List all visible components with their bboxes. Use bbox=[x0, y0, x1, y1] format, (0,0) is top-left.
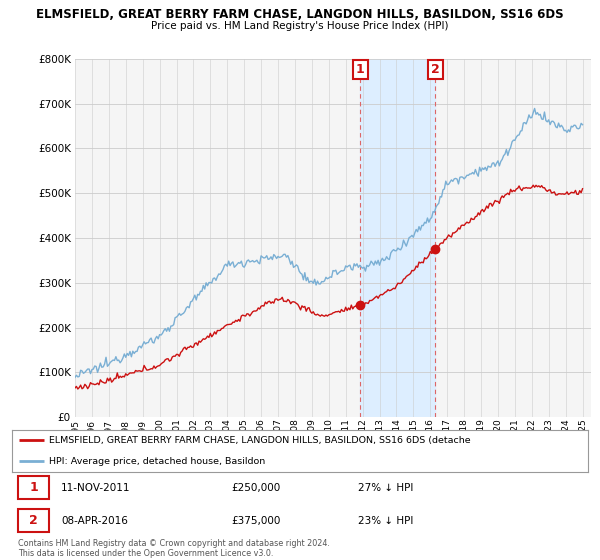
Text: 2: 2 bbox=[29, 514, 38, 527]
FancyBboxPatch shape bbox=[18, 476, 49, 500]
Text: ELMSFIELD, GREAT BERRY FARM CHASE, LANGDON HILLS, BASILDON, SS16 6DS (detache: ELMSFIELD, GREAT BERRY FARM CHASE, LANGD… bbox=[49, 436, 471, 445]
Text: HPI: Average price, detached house, Basildon: HPI: Average price, detached house, Basi… bbox=[49, 456, 266, 465]
Bar bbox=[361, 59, 436, 417]
Text: 1: 1 bbox=[356, 63, 365, 76]
Text: Contains HM Land Registry data © Crown copyright and database right 2024.
This d: Contains HM Land Registry data © Crown c… bbox=[18, 539, 330, 558]
Text: 27% ↓ HPI: 27% ↓ HPI bbox=[358, 483, 413, 493]
Text: ELMSFIELD, GREAT BERRY FARM CHASE, LANGDON HILLS, BASILDON, SS16 6DS: ELMSFIELD, GREAT BERRY FARM CHASE, LANGD… bbox=[36, 8, 564, 21]
Text: 23% ↓ HPI: 23% ↓ HPI bbox=[358, 516, 413, 526]
Text: 11-NOV-2011: 11-NOV-2011 bbox=[61, 483, 130, 493]
Text: 1: 1 bbox=[29, 481, 38, 494]
Text: 08-APR-2016: 08-APR-2016 bbox=[61, 516, 128, 526]
Text: £375,000: £375,000 bbox=[231, 516, 280, 526]
Text: £250,000: £250,000 bbox=[231, 483, 280, 493]
Text: 2: 2 bbox=[431, 63, 440, 76]
FancyBboxPatch shape bbox=[18, 509, 49, 532]
Text: Price paid vs. HM Land Registry's House Price Index (HPI): Price paid vs. HM Land Registry's House … bbox=[151, 21, 449, 31]
